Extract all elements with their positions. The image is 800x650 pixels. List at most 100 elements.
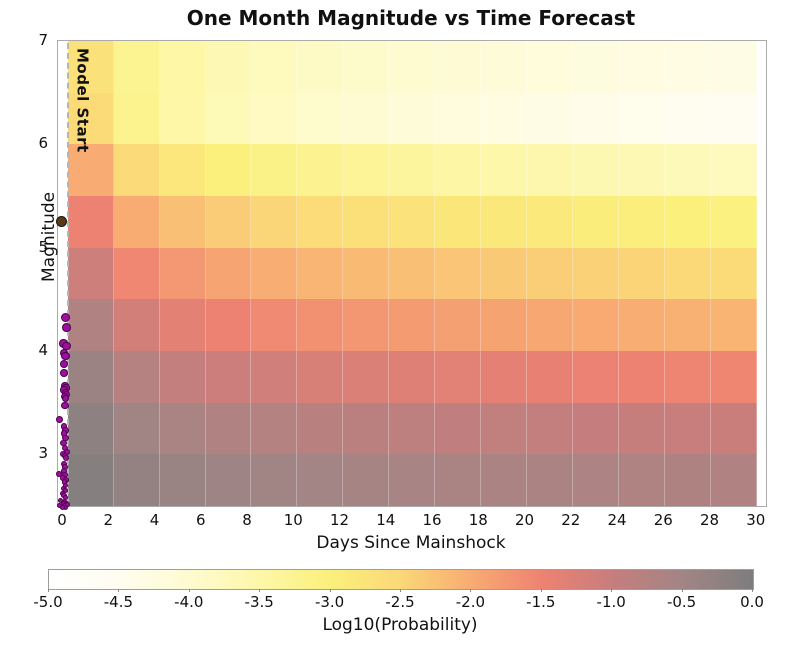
heatmap-cell [113, 299, 160, 351]
heatmap-cell [251, 196, 298, 248]
heatmap-cell [205, 92, 252, 145]
heatmap-cell [527, 41, 573, 93]
heatmap-cell [343, 351, 390, 403]
colorbar-tick [400, 589, 401, 592]
heatmap-cell [113, 247, 160, 300]
colorbar [48, 569, 754, 590]
heatmap-cell [618, 351, 665, 403]
heatmap-cell [205, 454, 252, 506]
heatmap-cell [205, 196, 252, 248]
heatmap-cell [297, 351, 344, 403]
heatmap-cell [159, 41, 206, 93]
heatmap-cell [527, 299, 573, 351]
colorbar-tick-label: -0.5 [666, 593, 697, 611]
heatmap-cell [573, 92, 619, 145]
heatmap-cell [251, 92, 298, 145]
heatmap-cell [573, 196, 619, 248]
heatmap-cell [435, 299, 482, 351]
heatmap-cell [205, 247, 252, 300]
heatmap-cell [527, 351, 573, 403]
heatmap-cell [527, 196, 573, 248]
heatmap-cell [205, 402, 252, 455]
model-start-label: Model Start [73, 48, 92, 153]
colorbar-tick-label: -4.0 [174, 593, 204, 611]
colorbar-tick [681, 589, 683, 592]
colorbar-tick-label: -2.0 [455, 593, 486, 611]
heatmap-cell [618, 196, 665, 248]
heatmap-cell [664, 402, 711, 455]
heatmap-cell [67, 92, 114, 145]
x-tick-label: 28 [699, 511, 720, 529]
colorbar-tick-label: 0.0 [740, 593, 764, 611]
colorbar-tick [540, 589, 542, 592]
heatmap-cell [297, 299, 344, 351]
heatmap-cell [481, 41, 528, 93]
colorbar-tick [118, 589, 120, 592]
aftershock-dot [56, 471, 62, 477]
heatmap-cell [664, 454, 711, 506]
heatmap-cell [113, 92, 160, 145]
heatmap-cell [297, 402, 344, 455]
y-tick-label: 5 [38, 237, 48, 256]
heatmap-cell [389, 247, 436, 300]
heatmap-cell [481, 454, 528, 506]
heatmap-cell [710, 41, 757, 93]
heatmap-cell [67, 144, 114, 196]
heatmap-cell [435, 144, 482, 196]
heatmap-cell [618, 454, 665, 506]
heatmap-cell [251, 454, 298, 506]
colorbar-tick-label: -3.0 [314, 593, 345, 611]
heatmap-cell [251, 41, 298, 93]
heatmap-cell [435, 247, 482, 300]
aftershock-dot [56, 415, 63, 423]
heatmap-cell [664, 247, 711, 300]
x-tick-label: 14 [376, 511, 396, 529]
heatmap-cell [481, 196, 528, 248]
heatmap-cell [251, 144, 298, 196]
heatmap-cell [343, 402, 390, 455]
colorbar-tick [188, 589, 190, 592]
colorbar-tick-label: -4.5 [103, 593, 134, 611]
heatmap-cell [435, 454, 482, 506]
colorbar-tick-label: -2.5 [385, 593, 415, 611]
x-axis-title: Days Since Mainshock [316, 533, 506, 553]
colorbar-tick [259, 589, 261, 592]
x-tick-label: 22 [561, 511, 581, 529]
heatmap-cell [343, 41, 390, 93]
heatmap-cell [113, 402, 160, 455]
aftershock-dot [60, 368, 69, 377]
x-tick-label: 12 [330, 511, 350, 529]
heatmap-cell [573, 454, 619, 506]
x-tick-label: 30 [746, 511, 766, 529]
heatmap-cell [297, 92, 344, 145]
colorbar-tick-label: -5.0 [33, 593, 63, 611]
plot-area: Model Start [55, 40, 767, 510]
heatmap-cell [297, 454, 344, 506]
x-tick-label: 4 [149, 511, 160, 529]
heatmap-cell [527, 402, 573, 455]
y-tick-label: 4 [38, 341, 48, 359]
x-tick-label: 24 [607, 511, 627, 529]
heatmap-cell [573, 402, 619, 455]
heatmap-cell [481, 247, 528, 300]
heatmap-cell [618, 299, 665, 351]
colorbar-tick-label: -1.5 [526, 593, 556, 611]
heatmap-cell [205, 299, 252, 351]
colorbar-title: Log10(Probability) [322, 615, 478, 635]
heatmap-cell [159, 196, 206, 248]
colorbar-tick-label: -3.5 [244, 593, 274, 611]
aftershock-dot [63, 487, 69, 494]
x-tick-label: 0 [57, 511, 67, 529]
heatmap-cell [618, 92, 665, 145]
heatmap-cell [389, 299, 436, 351]
colorbar-tick [48, 589, 49, 592]
heatmap-cell [343, 299, 390, 351]
heatmap-cell [67, 351, 114, 403]
heatmap-cell [297, 144, 344, 196]
heatmap-cell [389, 41, 436, 93]
aftershock-dot [61, 402, 69, 410]
heatmap-cell [251, 351, 298, 403]
x-tick-label: 8 [242, 511, 252, 529]
heatmap-cell [664, 144, 711, 196]
heatmap-cell [435, 196, 482, 248]
